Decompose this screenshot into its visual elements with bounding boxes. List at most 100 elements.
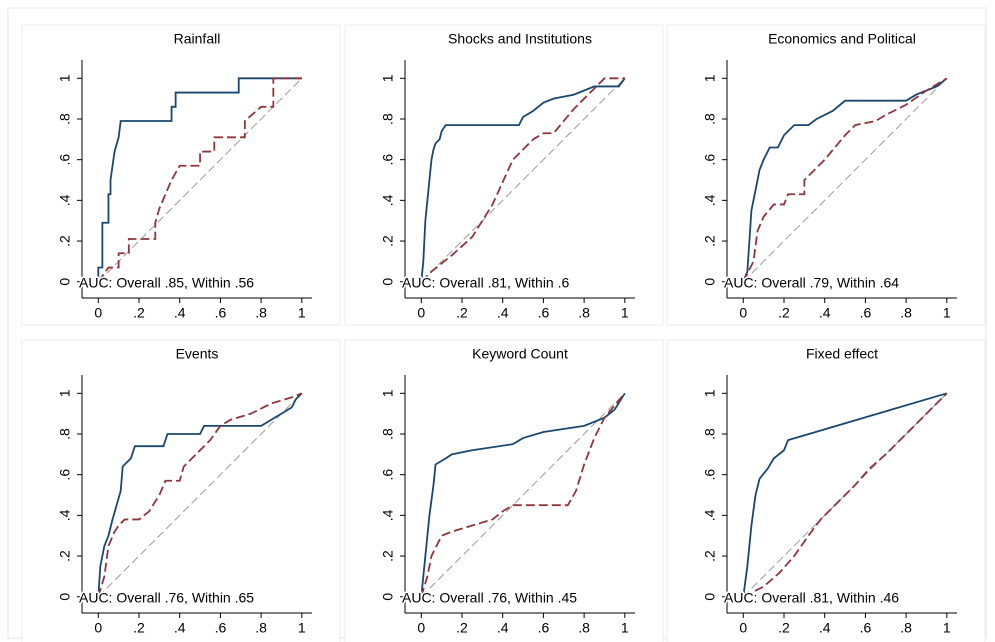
x-tick-label: .2	[456, 305, 468, 321]
x-tick-label: .2	[778, 620, 790, 636]
y-tick-label: .2	[380, 235, 396, 247]
y-tick-label: .4	[380, 194, 396, 206]
y-tick-label: .2	[380, 550, 396, 562]
y-tick-label: .8	[380, 428, 396, 440]
y-tick-label: .6	[702, 469, 718, 481]
roc-curve	[97, 392, 303, 597]
y-tick-label: 0	[702, 593, 718, 601]
x-tick-label: 1	[621, 305, 629, 321]
x-tick-label: .8	[900, 620, 912, 636]
x-tick-label: .4	[174, 620, 186, 636]
y-tick-label: 1	[702, 389, 718, 397]
x-tick-label: 1	[298, 620, 306, 636]
y-tick-label: .8	[57, 428, 73, 440]
auc-annotation: AUC: Overall .76, Within .45	[402, 590, 577, 606]
y-tick-label: 1	[57, 389, 73, 397]
x-tick-label: 1	[943, 305, 951, 321]
panel-title: Events	[176, 346, 219, 362]
y-tick-label: .8	[380, 113, 396, 125]
x-tick-label: 0	[94, 620, 102, 636]
y-tick-label: .2	[57, 550, 73, 562]
x-tick-label: 0	[739, 620, 747, 636]
x-tick-label: .6	[215, 305, 227, 321]
y-tick-label: .2	[57, 235, 73, 247]
panel: Keyword Count 0 .2 .4 .6 .8 1 0 .2 .4 .6 .8 1 AUC: Ov…	[344, 339, 664, 642]
y-tick-label: .4	[380, 509, 396, 521]
y-tick-label: .6	[380, 469, 396, 481]
auc-annotation: AUC: Overall .79, Within .64	[724, 275, 899, 291]
panel-frame	[666, 24, 986, 326]
x-tick-label: .4	[174, 305, 186, 321]
x-tick-label: 1	[943, 620, 951, 636]
panel: Events 0 .2 .4 .6 .8 1 0 .2 .4 .6 .8 1 AUC: Overall .…	[21, 339, 341, 642]
y-tick-label: .4	[57, 194, 73, 206]
roc-curve	[742, 392, 948, 598]
panel: Fixed effect 0 .2 .4 .6 .8 1 0 .2 .4 .6 .8 1 AUC: Ove…	[666, 339, 986, 642]
x-tick-label: .6	[538, 620, 550, 636]
roc-curve	[97, 77, 302, 283]
x-tick-label: .8	[578, 305, 590, 321]
panel-frame	[344, 339, 664, 642]
x-tick-label: .6	[538, 305, 550, 321]
panel: Economics and Political 0 .2 .4 .6 .8 1 0 .2 .4 .6…	[666, 24, 986, 326]
auc-annotation: AUC: Overall .81, Within .46	[724, 590, 899, 606]
y-tick-label: .8	[57, 113, 73, 125]
panel-title: Keyword Count	[472, 346, 568, 362]
x-tick-label: .6	[215, 620, 227, 636]
y-tick-label: .8	[702, 113, 718, 125]
y-tick-label: .6	[57, 154, 73, 166]
x-tick-label: .2	[133, 305, 145, 321]
x-tick-label: .6	[860, 620, 872, 636]
roc-curve	[97, 392, 303, 597]
x-tick-label: 1	[621, 620, 629, 636]
x-tick-label: .8	[255, 620, 267, 636]
x-tick-label: .8	[578, 620, 590, 636]
roc-curve	[742, 392, 948, 597]
roc-curve	[742, 77, 948, 283]
y-tick-label: .6	[380, 154, 396, 166]
x-tick-label: .4	[497, 305, 509, 321]
y-tick-label: 0	[57, 278, 73, 286]
x-tick-label: .8	[900, 305, 912, 321]
auc-annotation: AUC: Overall .85, Within .56	[79, 275, 254, 291]
y-tick-label: 0	[380, 278, 396, 286]
x-tick-label: .4	[497, 620, 509, 636]
x-tick-label: .2	[133, 620, 145, 636]
roc-curve	[742, 77, 948, 283]
roc-curve	[420, 77, 625, 283]
panel-title: Rainfall	[174, 31, 221, 47]
y-tick-label: .6	[57, 469, 73, 481]
y-tick-label: .8	[702, 428, 718, 440]
roc-curve	[420, 77, 626, 282]
roc-curve	[420, 392, 626, 597]
x-tick-label: .6	[860, 305, 872, 321]
x-tick-label: 0	[417, 305, 425, 321]
auc-annotation: AUC: Overall .81, Within .6	[402, 275, 569, 291]
panel: Rainfall 0 .2 .4 .6 .8 1 0 .2 .4 .6 .8 1 AUC: Overall…	[21, 24, 341, 326]
x-tick-label: .2	[456, 620, 468, 636]
y-tick-label: 1	[380, 74, 396, 82]
y-tick-label: 1	[380, 389, 396, 397]
y-tick-label: 0	[57, 593, 73, 601]
auc-annotation: AUC: Overall .76, Within .65	[79, 590, 254, 606]
panel-frame	[21, 24, 341, 326]
panel-title: Fixed effect	[806, 346, 878, 362]
y-tick-label: 0	[380, 593, 396, 601]
y-tick-label: 0	[702, 278, 718, 286]
y-tick-label: .2	[702, 235, 718, 247]
panel-frame	[666, 339, 986, 642]
panel: Shocks and Institutions 0 .2 .4 .6 .8 1 0 .2 .4 .6…	[344, 24, 664, 326]
roc-curve	[97, 77, 302, 282]
y-tick-label: 1	[57, 74, 73, 82]
y-tick-label: 1	[702, 74, 718, 82]
roc-curve	[420, 392, 626, 597]
x-tick-label: .4	[819, 305, 831, 321]
x-tick-label: 0	[417, 620, 425, 636]
panel-frame	[21, 339, 341, 642]
x-tick-label: .4	[819, 620, 831, 636]
y-tick-label: .4	[702, 509, 718, 521]
panel-frame	[344, 24, 664, 326]
x-tick-label: 0	[739, 305, 747, 321]
